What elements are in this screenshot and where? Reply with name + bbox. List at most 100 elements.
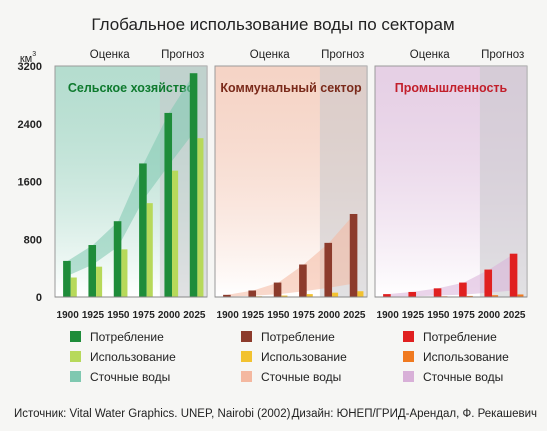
x-tick-label: 2025 — [503, 310, 526, 321]
assessment-label: Оценка — [250, 49, 290, 61]
bar-consumption — [273, 282, 282, 297]
legend-swatch — [70, 331, 81, 342]
legend-item: Потребление — [70, 330, 164, 344]
bar-consumption — [63, 260, 71, 297]
legend-label: Сточные воды — [423, 370, 503, 384]
panel-title: Сельское хозяйство — [68, 81, 195, 95]
x-tick-label: 1975 — [293, 310, 316, 321]
bar-use — [172, 170, 179, 297]
x-tick-label: 1900 — [217, 310, 240, 321]
x-tick-label: 1925 — [402, 310, 425, 321]
panel-3: Оценка Прогноз Промышленность 1900 1925 1950 1… — [374, 49, 528, 321]
x-tick-label: 1925 — [82, 310, 105, 321]
design-text: Дизайн: ЮНЕП/ГРИД-Арендал, Ф. Рекашевич — [292, 408, 537, 420]
bar-use — [197, 138, 204, 297]
legend-label: Сточные воды — [90, 370, 170, 384]
wastewater-area — [387, 253, 515, 297]
x-tick-label: 1950 — [107, 310, 130, 321]
panel-title: Коммунальный сектор — [220, 81, 362, 95]
legend-layer: Потребление Использование Сточные воды Потр… — [70, 330, 509, 384]
bar-use — [96, 266, 103, 297]
legend-item: Сточные воды — [70, 370, 170, 384]
bar-use — [146, 203, 153, 297]
legend-label: Использование — [423, 350, 509, 364]
bar-use — [517, 294, 524, 297]
bar-consumption — [349, 213, 358, 297]
bar-consumption — [299, 264, 307, 297]
x-tick-label: 1900 — [57, 310, 80, 321]
forecast-label: Прогноз — [481, 49, 524, 61]
assessment-label: Оценка — [410, 49, 450, 61]
forecast-band — [479, 66, 527, 297]
legend-item: Потребление — [241, 330, 335, 344]
legend-swatch — [70, 351, 81, 362]
legend-item: Использование — [241, 350, 347, 364]
bar-use — [121, 249, 128, 297]
y-unit-superscript: 3 — [32, 51, 36, 58]
legend-label: Потребление — [90, 330, 164, 344]
bar-consumption — [164, 112, 173, 297]
bar-consumption — [248, 290, 257, 297]
legend-label: Потребление — [423, 330, 497, 344]
x-tick-label: 2025 — [183, 310, 206, 321]
source-text: Источник: Vital Water Graphics. UNEP, Na… — [14, 408, 291, 420]
bar-consumption — [484, 269, 493, 297]
legend-item: Сточные воды — [403, 370, 503, 384]
legend-label: Использование — [261, 350, 347, 364]
legend-swatch — [403, 351, 414, 362]
wastewater-area — [67, 73, 195, 276]
y-tick-label: 800 — [24, 234, 42, 246]
bar-use — [70, 277, 77, 297]
legend-swatch — [241, 351, 252, 362]
legend-label: Потребление — [261, 330, 335, 344]
legend-label: Сточные воды — [261, 370, 341, 384]
bar-consumption — [459, 282, 467, 297]
legend-swatch — [403, 331, 414, 342]
y-tick-label: 2400 — [18, 119, 42, 131]
legend-item: Использование — [403, 350, 509, 364]
bar-use — [492, 295, 499, 297]
bar-consumption — [113, 221, 122, 297]
x-tick-label: 1925 — [242, 310, 265, 321]
panel-title: Промышленность — [395, 81, 508, 95]
legend-item: Потребление — [403, 330, 497, 344]
bar-use — [332, 292, 339, 297]
chart-title: Глобальное использование воды по сектора… — [91, 15, 454, 34]
forecast-label: Прогноз — [161, 49, 204, 61]
bar-use — [466, 295, 473, 297]
assessment-label: Оценка — [90, 49, 130, 61]
x-tick-label: 1975 — [133, 310, 156, 321]
bar-consumption — [139, 163, 147, 297]
y-tick-label: 0 — [36, 292, 42, 304]
forecast-label: Прогноз — [321, 49, 364, 61]
bar-consumption — [189, 73, 198, 297]
x-tick-label: 1975 — [453, 310, 476, 321]
bar-consumption — [433, 288, 442, 297]
bar-consumption — [509, 253, 518, 297]
bar-consumption — [383, 294, 391, 297]
x-tick-label: 1950 — [267, 310, 290, 321]
x-tick-label: 1900 — [377, 310, 400, 321]
x-tick-label: 2000 — [158, 310, 181, 321]
legend-item: Сточные воды — [241, 370, 341, 384]
y-unit-text: км — [20, 53, 32, 65]
x-tick-label: 1950 — [427, 310, 450, 321]
legend-swatch — [241, 331, 252, 342]
bar-use — [281, 295, 288, 297]
legend-item: Использование — [70, 350, 176, 364]
y-tick-label: 3200 — [18, 61, 42, 73]
x-tick-label: 2025 — [343, 310, 366, 321]
wastewater-area — [227, 214, 355, 297]
bar-consumption — [223, 294, 231, 297]
y-unit-label: км3 — [20, 51, 36, 65]
legend-swatch — [70, 371, 81, 382]
x-tick-label: 2000 — [318, 310, 341, 321]
panel-2: Оценка Прогноз Коммунальный сектор 1900 1925… — [214, 49, 368, 321]
bar-use — [306, 294, 313, 297]
bar-use — [357, 291, 364, 297]
legend-swatch — [241, 371, 252, 382]
legend-swatch — [403, 371, 414, 382]
legend-label: Использование — [90, 350, 176, 364]
